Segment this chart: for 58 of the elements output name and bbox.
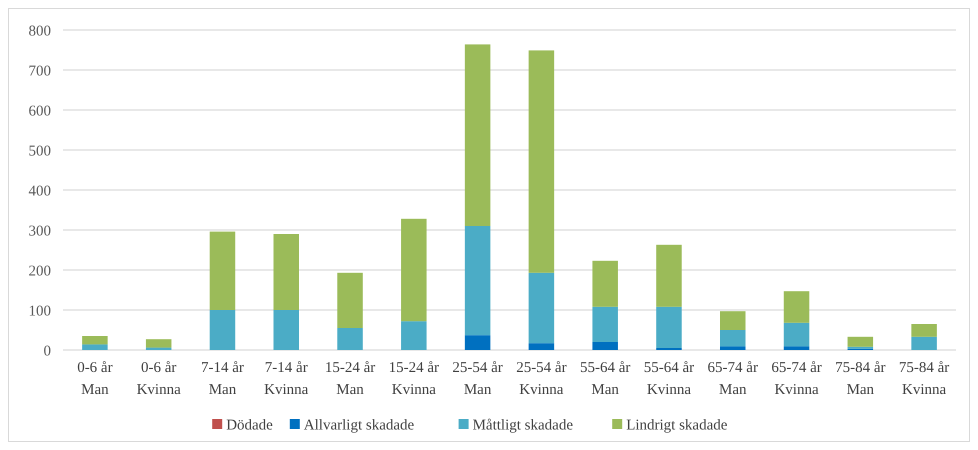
x-tick-label: 0-6 år Kvinna	[136, 360, 182, 398]
bar	[82, 336, 108, 344]
bar	[656, 244, 682, 307]
bar	[784, 322, 810, 346]
bar	[656, 306, 682, 348]
bar	[720, 330, 746, 346]
y-tick-label: 400	[28, 183, 51, 200]
bar	[210, 310, 236, 350]
x-tick-label: 75-84 år Kvinna	[898, 360, 950, 398]
x-tick-label: 7-14 år Man	[201, 360, 244, 398]
bar	[401, 218, 427, 322]
x-tick-label: 25-54 år Man	[452, 360, 503, 398]
bar	[273, 310, 300, 350]
y-tick-label: 700	[28, 63, 51, 80]
bar	[401, 321, 427, 350]
bar	[720, 311, 746, 330]
y-tick-label: 100	[28, 303, 51, 320]
bar	[592, 342, 618, 350]
y-tick-label: 0	[44, 343, 51, 360]
y-tick-label: 500	[28, 143, 51, 160]
bar	[911, 336, 937, 350]
y-tick-label: 300	[28, 223, 51, 240]
bar	[911, 324, 937, 337]
x-tick-label: 25-54 år Kvinna	[516, 360, 567, 398]
legend-label: Allvarligt skadade	[304, 417, 415, 434]
x-tick-label: 15-24 år Kvinna	[388, 360, 440, 398]
x-tick-label: 15-24 år Man	[324, 360, 376, 398]
bar	[337, 328, 363, 350]
y-tick-label: 600	[28, 103, 51, 120]
bar	[528, 343, 554, 350]
bar	[528, 50, 554, 273]
legend-label: Måttligt skadade	[472, 417, 574, 434]
bar	[592, 306, 618, 342]
bar	[784, 346, 810, 350]
x-tick-label: 75-84 år Man	[835, 360, 886, 398]
x-tick-label: 65-74 år Man	[708, 360, 758, 398]
x-tick-label: 7-14 år Kvinna	[264, 360, 309, 398]
x-tick-label: 65-74 år Kvinna	[771, 360, 822, 398]
bar	[592, 260, 618, 307]
bar	[82, 344, 108, 350]
y-tick-label: 200	[28, 263, 51, 280]
y-tick-label: 800	[28, 23, 51, 40]
bar	[337, 272, 363, 328]
bar	[146, 339, 172, 348]
x-tick-label: 55-64 år Man	[580, 360, 630, 398]
bar	[210, 232, 236, 310]
bar	[273, 234, 300, 310]
bar	[464, 44, 490, 226]
x-tick-label: 0-6 år Man	[77, 360, 113, 398]
legend-label: Dödade	[226, 417, 274, 434]
bar	[720, 346, 746, 350]
legend-label: Lindrigt skadade	[626, 417, 728, 434]
bar	[848, 336, 874, 347]
bar	[464, 226, 490, 336]
x-tick-label: 55-64 år Kvinna	[644, 360, 694, 398]
bar	[784, 291, 810, 323]
bar	[528, 272, 554, 344]
bar	[464, 335, 490, 350]
